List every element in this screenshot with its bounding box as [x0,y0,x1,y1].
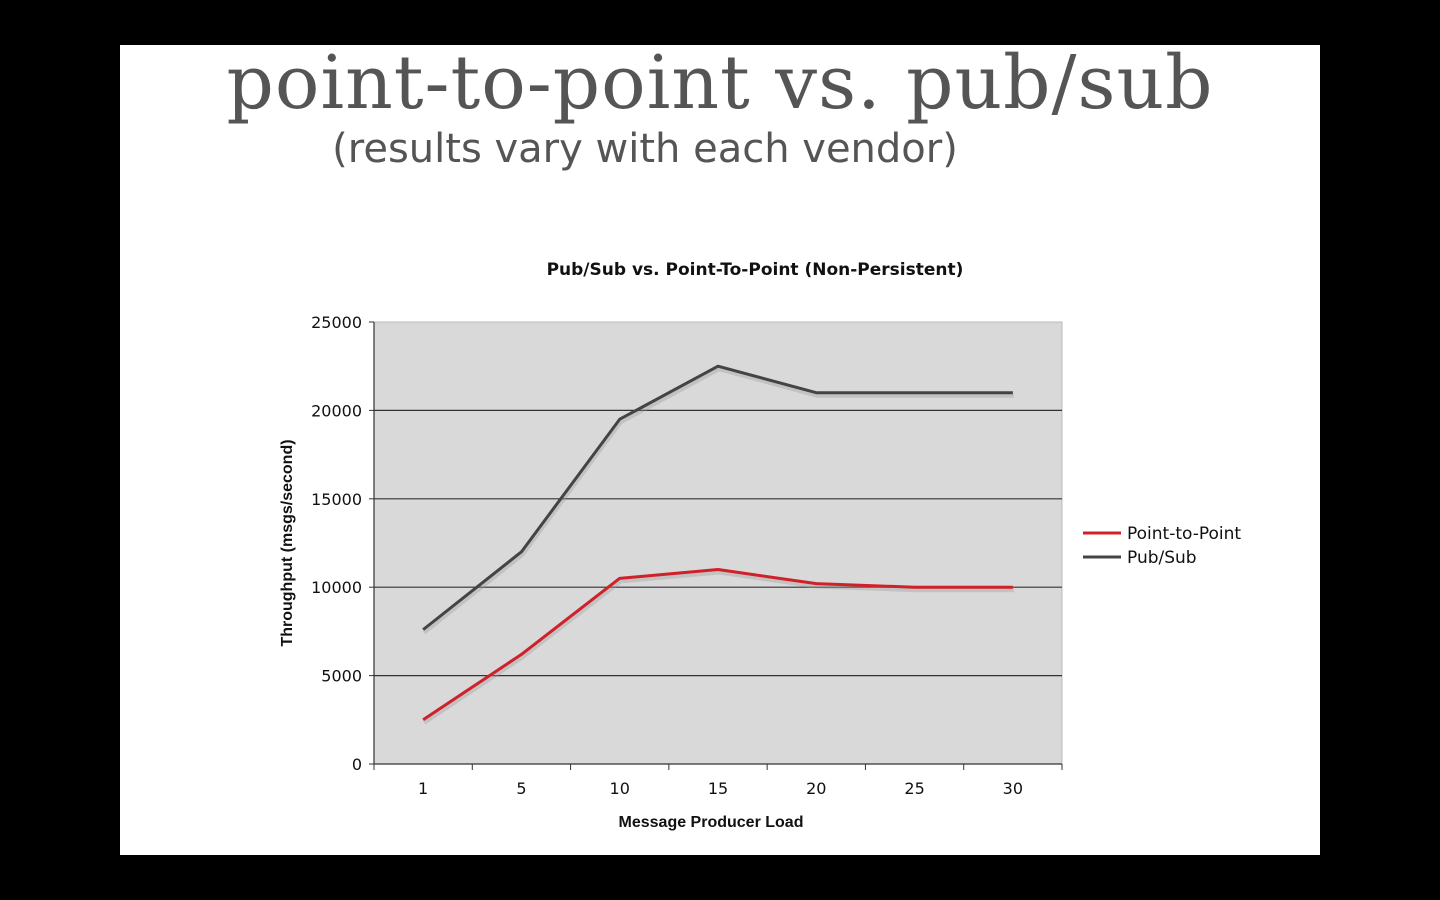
y-tick-label: 15000 [311,490,362,509]
x-tick-label: 20 [806,779,826,798]
x-tick-label: 30 [1003,779,1023,798]
x-axis-title: Message Producer Load [619,814,804,831]
plot-background [373,321,1063,765]
series-line-pub-sub [422,364,1013,631]
x-tick-label: 15 [708,779,728,798]
x-tick-label: 10 [610,779,630,798]
y-axis-title: Throughput (msgs/second) [279,439,296,646]
y-tick-label: 20000 [311,401,362,420]
chart-title: Pub/Sub vs. Point-To-Point (Non-Persiste… [547,260,964,280]
series-line-shadow [423,570,1014,725]
x-tick-label: 1 [418,779,428,798]
slide-subtitle: (results vary with each vendor) [332,126,958,172]
x-tick-label: 5 [516,779,526,798]
slide-title: point-to-point vs. pub/sub [226,40,1214,126]
legend-label: Point-to-Point [1127,524,1241,544]
legend-label: Pub/Sub [1127,548,1197,568]
legend: Point-to-Point Pub/Sub [1083,524,1241,568]
y-tick-label: 0 [352,755,362,774]
y-tick-label: 5000 [321,667,362,686]
series-line-shadow [422,367,1014,635]
y-tick-label: 10000 [311,578,362,597]
x-tick-label: 25 [904,779,924,798]
y-tick-label: 25000 [311,313,362,332]
series-line-point-to-point [422,568,1013,722]
